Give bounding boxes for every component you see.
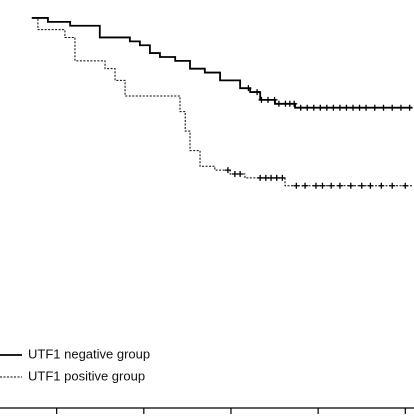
censor-mark <box>317 104 324 111</box>
censor-mark <box>254 89 261 96</box>
censor-mark <box>302 182 309 189</box>
censor-mark <box>367 182 374 189</box>
censor-mark <box>304 104 311 111</box>
censor-mark <box>347 182 354 189</box>
censor-mark <box>275 100 282 107</box>
survival-curve <box>31 17 413 187</box>
censor-mark <box>262 174 269 181</box>
censor-mark <box>258 96 265 103</box>
censor-mark <box>349 104 356 111</box>
censor-mark <box>328 182 335 189</box>
censor-mark <box>358 182 365 189</box>
survival-curve <box>31 17 413 109</box>
censor-mark <box>330 104 337 111</box>
censor-mark <box>319 182 326 189</box>
censor-mark <box>310 104 317 111</box>
censor-mark <box>312 182 319 189</box>
censor-mark <box>356 104 363 111</box>
censor-mark <box>363 104 370 111</box>
censor-mark <box>380 104 387 111</box>
censor-mark <box>271 96 278 103</box>
censor-mark <box>323 104 330 111</box>
censor-mark <box>371 104 378 111</box>
censor-mark <box>257 174 264 181</box>
censor-mark <box>293 182 300 189</box>
censor-mark <box>297 104 304 111</box>
legend-label: UTF1 negative group <box>28 346 150 361</box>
censor-mark <box>268 174 275 181</box>
censor-mark <box>245 85 252 92</box>
censor-mark <box>265 96 272 103</box>
censor-mark <box>336 104 343 111</box>
legend-label: UTF1 positive group <box>28 368 145 383</box>
censor-mark <box>402 182 409 189</box>
censor-mark <box>389 104 396 111</box>
censor-mark <box>389 182 396 189</box>
censor-mark <box>406 104 413 111</box>
censor-mark <box>273 174 280 181</box>
censor-mark <box>224 167 231 174</box>
censor-mark <box>231 171 238 178</box>
censor-mark <box>237 171 244 178</box>
censor-mark <box>343 104 350 111</box>
censor-mark <box>397 104 404 111</box>
censor-mark <box>291 100 298 107</box>
censor-mark <box>336 182 343 189</box>
censor-mark <box>378 182 385 189</box>
censor-mark <box>279 174 286 181</box>
